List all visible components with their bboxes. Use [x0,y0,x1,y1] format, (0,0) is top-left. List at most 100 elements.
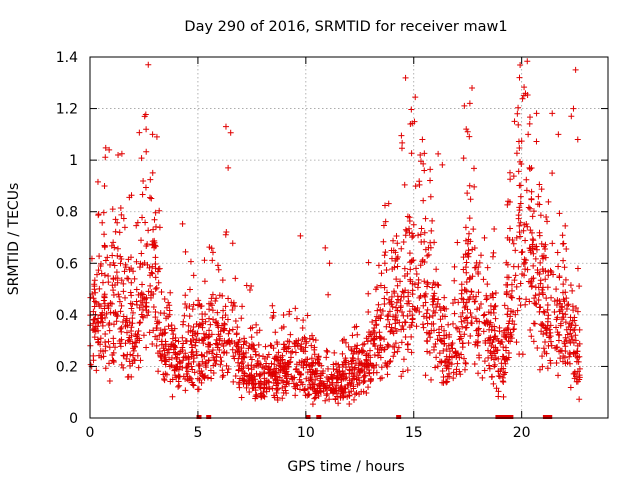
data-point [190,301,197,308]
data-point [340,361,347,368]
data-point [148,195,155,202]
data-point [433,354,440,361]
data-point [420,160,427,167]
data-point [249,385,256,392]
data-point [292,305,299,312]
data-point [377,342,384,349]
data-point [351,370,358,377]
data-point [120,364,127,371]
data-point [522,301,529,308]
data-point [243,339,250,346]
data-point [236,384,243,391]
data-point [281,341,288,348]
data-point [110,349,117,356]
data-point [399,368,406,375]
data-point [106,320,113,327]
data-point [251,346,258,353]
data-point [522,257,529,264]
data-point [326,260,333,267]
data-point [520,261,527,268]
data-point [409,312,416,319]
data-point [253,362,260,369]
data-point [487,292,494,299]
data-point [571,369,578,376]
data-point [562,343,569,350]
data-point [394,263,401,270]
data-point [383,362,390,369]
data-point [229,346,236,353]
data-point [300,347,307,354]
data-point [193,352,200,359]
data-point [524,58,531,65]
data-point [110,340,117,347]
data-point [489,373,496,380]
data-point [128,327,135,334]
data-point [474,342,481,349]
data-point [116,298,123,305]
data-point [537,259,544,266]
data-point [384,343,391,350]
data-point [523,176,530,183]
data-point [530,250,537,257]
zero-value-point [542,415,548,419]
data-point [269,385,276,392]
data-point [118,336,125,343]
zero-value-point [396,415,402,419]
data-point [436,350,443,357]
data-point [400,326,407,333]
data-point [345,382,352,389]
data-point [353,376,360,383]
data-point [316,387,323,394]
data-point [287,331,294,338]
data-point [190,324,197,331]
data-point [180,357,187,364]
data-point [245,378,252,385]
data-point [503,281,510,288]
data-point [120,280,127,287]
data-point [427,334,434,341]
data-point [195,362,202,369]
data-point [302,392,309,399]
data-point [542,276,549,283]
data-point [478,300,485,307]
data-point [136,304,143,311]
data-point [372,343,379,350]
data-point [531,320,538,327]
data-point [491,327,498,334]
data-point [207,321,214,328]
data-point [459,323,466,330]
data-point [168,362,175,369]
data-point [416,181,423,188]
data-point [398,145,405,152]
data-point [432,340,439,347]
data-point [392,340,399,347]
data-point [199,311,206,318]
data-point [138,237,145,244]
data-point [297,343,304,350]
data-point [168,354,175,361]
data-point [450,369,457,376]
data-point [375,262,382,269]
data-point [461,304,468,311]
data-point [564,302,571,309]
data-point [240,364,247,371]
data-point [555,131,562,138]
data-point [225,365,232,372]
data-point [422,372,429,379]
data-point [169,327,176,334]
data-point [428,321,435,328]
data-point [535,193,542,200]
data-point [513,339,520,346]
data-point [484,281,491,288]
data-point [449,340,456,347]
data-point [375,301,382,308]
data-point [427,177,434,184]
data-point [233,330,240,337]
data-point [475,289,482,296]
data-point [450,300,457,307]
data-point [409,257,416,264]
data-point [293,337,300,344]
data-point [402,226,409,233]
data-point [461,366,468,373]
data-point [128,279,135,286]
